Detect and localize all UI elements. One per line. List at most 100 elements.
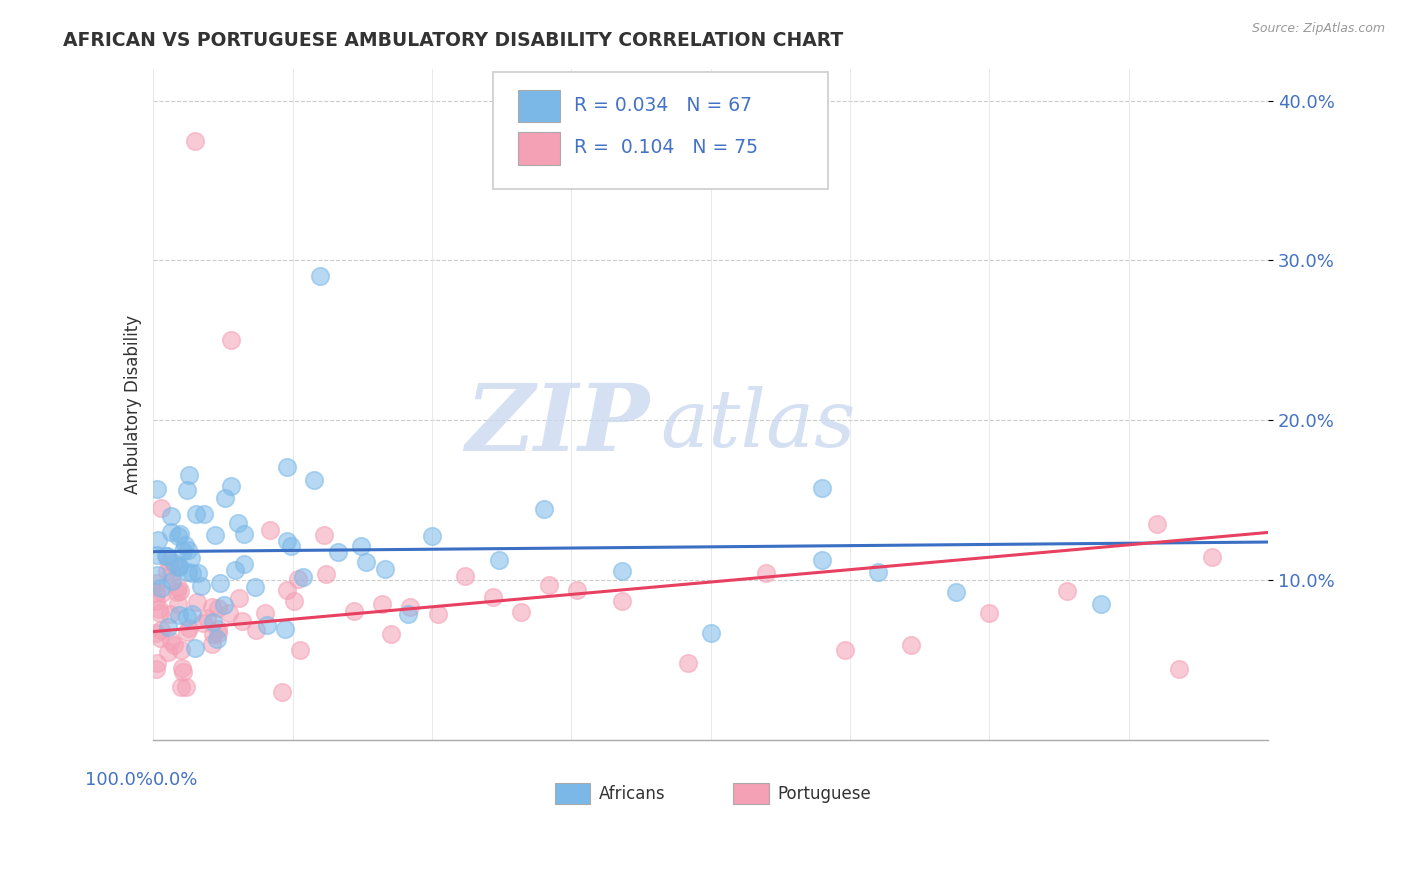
Point	[193, 507, 215, 521]
Point	[256, 617, 278, 632]
Point	[232, 557, 254, 571]
Point	[254, 607, 277, 621]
Point	[1146, 517, 1168, 532]
Point	[187, 566, 209, 580]
Point	[233, 526, 256, 541]
Point	[371, 597, 394, 611]
Point	[166, 597, 188, 611]
Point	[162, 574, 184, 589]
Point	[231, 614, 253, 628]
Point	[156, 549, 179, 564]
Point	[1201, 550, 1223, 565]
Text: atlas: atlas	[661, 386, 856, 463]
FancyBboxPatch shape	[517, 90, 560, 122]
Point	[169, 583, 191, 598]
Point	[1168, 662, 1191, 676]
Point	[170, 643, 193, 657]
FancyBboxPatch shape	[554, 782, 591, 805]
Point	[150, 585, 173, 599]
Point	[191, 615, 214, 630]
Point	[174, 681, 197, 695]
Point	[169, 607, 191, 622]
Point	[287, 572, 309, 586]
Point	[202, 615, 225, 630]
Point	[811, 553, 834, 567]
Point	[398, 600, 420, 615]
Point	[160, 566, 183, 581]
Point	[179, 468, 201, 483]
Point	[184, 134, 207, 148]
Point	[209, 575, 232, 590]
Point	[309, 269, 332, 284]
Y-axis label: Ambulatory Disability: Ambulatory Disability	[124, 315, 142, 494]
Point	[157, 555, 180, 569]
Point	[205, 632, 228, 646]
Point	[201, 637, 224, 651]
Point	[190, 579, 212, 593]
Text: Source: ZipAtlas.com: Source: ZipAtlas.com	[1251, 22, 1385, 36]
Point	[699, 625, 721, 640]
Point	[538, 578, 561, 592]
Point	[183, 640, 205, 655]
Point	[224, 563, 246, 577]
Point	[177, 565, 200, 579]
Point	[212, 598, 235, 612]
Point	[167, 580, 190, 594]
Point	[610, 564, 633, 578]
Point	[350, 539, 373, 553]
Point	[170, 661, 193, 675]
Point	[454, 569, 477, 583]
Point	[179, 621, 201, 635]
Point	[354, 555, 377, 569]
Point	[900, 638, 922, 652]
Point	[866, 565, 889, 579]
Point	[166, 584, 188, 599]
Point	[150, 581, 173, 595]
Point	[834, 643, 856, 657]
Text: Africans: Africans	[599, 785, 666, 803]
Point	[146, 568, 169, 582]
Text: AFRICAN VS PORTUGUESE AMBULATORY DISABILITY CORRELATION CHART: AFRICAN VS PORTUGUESE AMBULATORY DISABIL…	[63, 31, 844, 50]
Text: 100.0%: 100.0%	[86, 771, 153, 789]
Point	[174, 538, 197, 552]
FancyBboxPatch shape	[733, 782, 769, 805]
Point	[276, 534, 298, 549]
Point	[326, 545, 349, 559]
Point	[1056, 584, 1078, 599]
Point	[157, 645, 180, 659]
Point	[160, 525, 183, 540]
Point	[1090, 597, 1112, 611]
Point	[288, 642, 311, 657]
Point	[276, 459, 298, 474]
Point	[979, 606, 1001, 620]
Point	[167, 559, 190, 574]
Point	[374, 562, 396, 576]
Point	[145, 593, 167, 607]
Point	[271, 685, 294, 699]
Point	[398, 607, 420, 621]
Point	[172, 544, 194, 558]
Point	[315, 566, 337, 581]
Point	[166, 529, 188, 543]
Text: ZIP: ZIP	[465, 380, 650, 469]
Point	[283, 594, 305, 608]
Point	[312, 528, 335, 542]
Point	[165, 559, 187, 574]
Text: R = 0.034   N = 67: R = 0.034 N = 67	[574, 96, 752, 115]
Point	[146, 548, 169, 562]
Point	[610, 594, 633, 608]
Point	[219, 479, 242, 493]
Point	[678, 656, 700, 670]
Point	[146, 533, 169, 548]
Point	[176, 625, 198, 640]
Point	[510, 605, 533, 619]
Point	[167, 560, 190, 574]
Point	[291, 570, 314, 584]
Point	[145, 482, 167, 496]
Point	[150, 624, 173, 638]
Point	[159, 508, 181, 523]
Text: R =  0.104   N = 75: R = 0.104 N = 75	[574, 138, 758, 157]
FancyBboxPatch shape	[494, 72, 828, 189]
Point	[186, 508, 208, 522]
Point	[274, 622, 297, 636]
